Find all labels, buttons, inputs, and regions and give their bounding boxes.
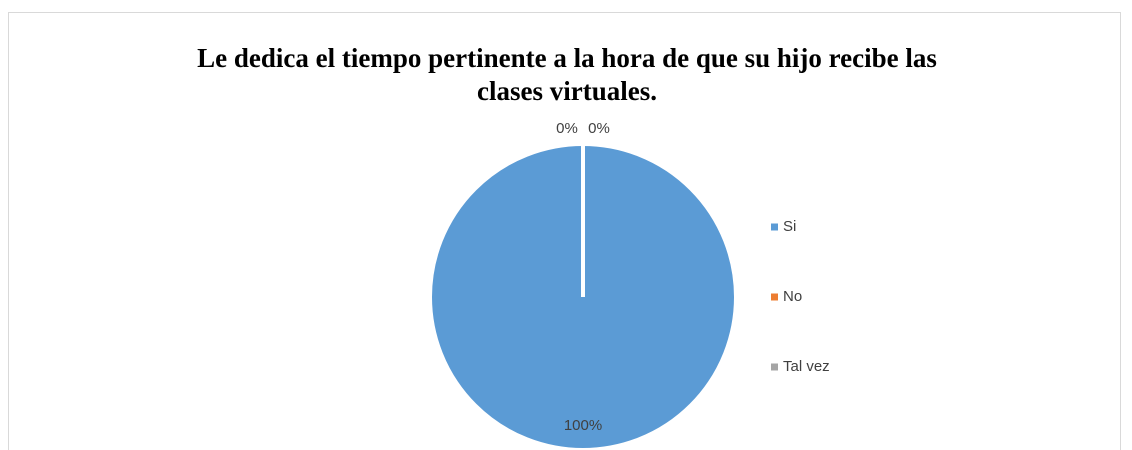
legend-swatch [771,363,778,371]
legend-label: No [783,288,802,305]
legend-swatch [771,293,778,301]
data-label: 100% [564,417,602,434]
chart-title: Le dedica el tiempo pertinente a la hora… [197,43,937,73]
chart-title: clases virtuales. [477,76,657,106]
legend-label: Tal vez [783,358,830,375]
data-label: 0% [556,120,578,137]
data-label: 0% [588,120,610,137]
legend-label: Si [783,218,796,235]
legend-swatch [771,223,778,231]
